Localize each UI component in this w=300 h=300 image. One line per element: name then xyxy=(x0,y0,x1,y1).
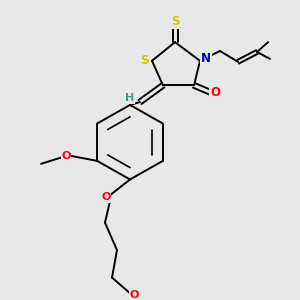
Text: O: O xyxy=(210,86,220,99)
Text: H: H xyxy=(125,93,135,103)
Text: O: O xyxy=(101,192,111,202)
Text: S: S xyxy=(171,15,179,28)
Text: O: O xyxy=(61,151,71,161)
Text: O: O xyxy=(129,290,139,300)
Text: S: S xyxy=(140,54,148,67)
Text: N: N xyxy=(201,52,211,65)
